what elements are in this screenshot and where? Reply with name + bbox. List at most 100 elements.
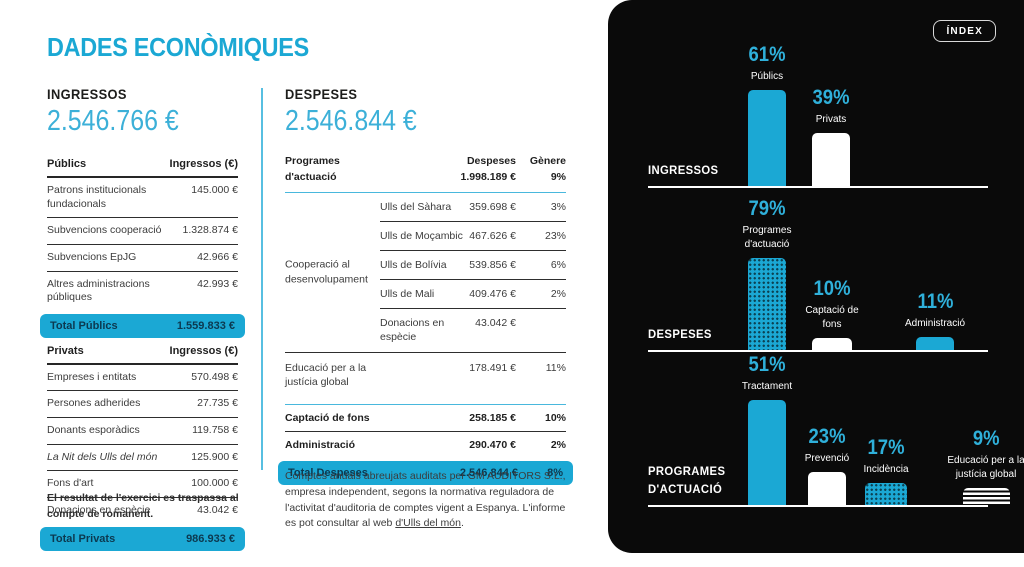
bar-label: Educació per a la justícia global	[947, 455, 1024, 480]
table-row: Persones adherides 27.735 €	[47, 391, 238, 419]
row-genere: 3%	[550, 200, 566, 213]
bar-group-educacio: 9% Educació per a la justícia global	[931, 427, 1024, 505]
table-row: Ulls de Bolívia 539.856 € 6%	[380, 251, 566, 281]
ingressos-section: INGRESSOS 2.546.766 € Públics Ingressos …	[40, 86, 245, 553]
col-header-despeses-value: 1.998.189 €	[460, 171, 516, 184]
bar-label: Programes d'actuació	[742, 225, 792, 250]
administracio-row: Administració 290.470 € 2%	[285, 432, 566, 458]
row-value: 178.491 €	[469, 361, 516, 374]
table-row: Donants esporàdics 119.758 €	[47, 418, 238, 445]
bar-group-tractament: 51% Tractament	[722, 353, 812, 505]
charts-panel: ÍNDEX INGRESSOS 61% Públics 39% Privats …	[608, 0, 1024, 553]
row-label: La Nit dels Ulls del món	[47, 450, 158, 463]
chart-section-label: DESPESES	[648, 327, 712, 341]
total-value: 2.546.844 €	[459, 466, 518, 479]
row-label: Donacions en espècie	[47, 504, 151, 517]
total-label: Total Privats	[50, 532, 116, 545]
bar-value: 61%	[748, 42, 786, 66]
index-button[interactable]: ÍNDEX	[933, 20, 996, 42]
publics-table-header: Públics Ingressos (€)	[47, 153, 238, 178]
row-label: Ulls del Sàhara	[380, 200, 452, 213]
ingressos-total-amount: 2.546.766 €	[47, 105, 179, 137]
total-label: Total Públics	[50, 319, 118, 332]
page-title: DADES ECONÒMIQUES	[47, 32, 309, 62]
audit-footnote-suffix: .	[460, 517, 464, 530]
bar	[812, 133, 850, 186]
row-genere: 6%	[550, 258, 566, 271]
bar	[916, 337, 954, 350]
table-row: Ulls del Sàhara 359.698 € 3%	[380, 193, 566, 222]
table-row: Donacions en espècie 43.042 €	[47, 498, 238, 524]
row-label: Ulls de Moçambic	[380, 229, 463, 242]
row-value: 467.626 €	[469, 229, 516, 242]
despeses-total-amount: 2.546.844 €	[285, 105, 417, 137]
bar	[748, 400, 786, 505]
bar-label: Públics	[750, 70, 784, 82]
bar	[865, 483, 907, 505]
total-publics-row: Total Públics 1.559.833 €	[40, 313, 245, 338]
bar-group-incidencia: 17% Incidència	[846, 435, 926, 505]
captacio-row: Captació de fons 258.185 € 10%	[285, 403, 566, 432]
ingressos-footnote: El resultat de l'exercici es traspassa a…	[47, 492, 239, 520]
bar-label: Incidència	[863, 463, 909, 475]
chart-programes-actuacio: PROGRAMES D'ACTUACIÓ 51% Tractament 23% …	[648, 353, 1024, 507]
col-header-despeses: Despeses 1.998.189 €	[380, 153, 516, 186]
total-value: 986.933 €	[186, 532, 235, 545]
row-label: Patrons institucionals fundacionals	[47, 184, 147, 210]
bar-label: Privats	[815, 113, 847, 125]
bar-value: 17%	[867, 435, 905, 459]
bar-label: Prevenció	[804, 452, 850, 464]
chart-section-label: PROGRAMES D'ACTUACIÓ	[648, 464, 726, 496]
total-value: 1.559.833 €	[176, 319, 235, 332]
row-label: Fons d'art	[47, 477, 94, 490]
row-label: Subvencions cooperació	[47, 224, 162, 237]
table-row: Patrons institucionals fundacionals 145.…	[47, 178, 238, 219]
row-label: Donacions en espècie	[380, 317, 445, 344]
col-header-ingressos: Ingressos (€)	[169, 158, 238, 170]
col-header-genere-value: 9%	[550, 171, 566, 184]
table-row: La Nit dels Ulls del món 125.900 €	[47, 445, 238, 472]
row-genere: 10%	[544, 411, 566, 424]
bar	[962, 488, 1010, 505]
table-row: Subvencions cooperació 1.328.874 €	[47, 218, 238, 245]
ingressos-heading: INGRESSOS	[47, 86, 127, 102]
bar-group-captacio: 10% Captació de fons	[797, 277, 867, 350]
table-row: Fons d'art 100.000 €	[47, 471, 238, 499]
row-value: 42.993 €	[197, 277, 238, 290]
row-value: 43.042 €	[197, 504, 238, 517]
bar-label: Administració	[904, 317, 966, 329]
bar	[812, 338, 852, 350]
row-value: 42.966 €	[197, 250, 238, 263]
col-header-genere: Gènere 9%	[516, 153, 566, 186]
bar	[748, 258, 786, 350]
row-label: Subvencions EpJG	[47, 250, 137, 263]
chart-despeses: DESPESES 79% Programes d'actuació 10% Ca…	[648, 197, 988, 352]
col-header-genere-label: Gènere	[529, 155, 566, 167]
publics-table: Públics Ingressos (€) Patrons institucio…	[40, 153, 245, 551]
total-genere: 8%	[547, 466, 563, 479]
bar-value: 39%	[812, 85, 850, 109]
row-label: Captació de fons	[285, 411, 370, 424]
row-genere	[516, 316, 566, 344]
privats-table-header: Privats Ingressos (€)	[47, 340, 238, 365]
row-label: Empreses i entitats	[47, 370, 137, 383]
despeses-section: DESPESES 2.546.844 € Programes d'actuaci…	[278, 86, 573, 485]
table-row: Donacions en espècie 43.042 €	[380, 309, 566, 351]
row-genere: 11%	[545, 361, 566, 374]
audit-footnote-text: Comptes anuals abreujats auditats per GM…	[285, 470, 566, 530]
total-label: Total Despeses	[288, 466, 368, 479]
row-label: Educació per a la justícia global	[285, 361, 367, 389]
row-value: 43.042 €	[475, 317, 516, 330]
row-value: 359.698 €	[469, 200, 516, 213]
row-value: 258.185 €	[469, 411, 516, 424]
bar-value: 79%	[748, 197, 786, 220]
row-genere: 23%	[544, 229, 566, 242]
row-value: 570.498 €	[191, 370, 238, 383]
bar-label: Tractament	[741, 380, 793, 392]
row-value: 290.470 €	[469, 438, 516, 451]
bar-value: 9%	[972, 427, 1000, 450]
col-header-despeses-label: Despeses	[466, 155, 516, 167]
ulls-del-mon-link[interactable]: d'Ulls del món	[395, 517, 461, 530]
row-label: Ulls de Bolívia	[380, 258, 447, 271]
group-label: Cooperació al desenvolupament	[285, 258, 368, 286]
